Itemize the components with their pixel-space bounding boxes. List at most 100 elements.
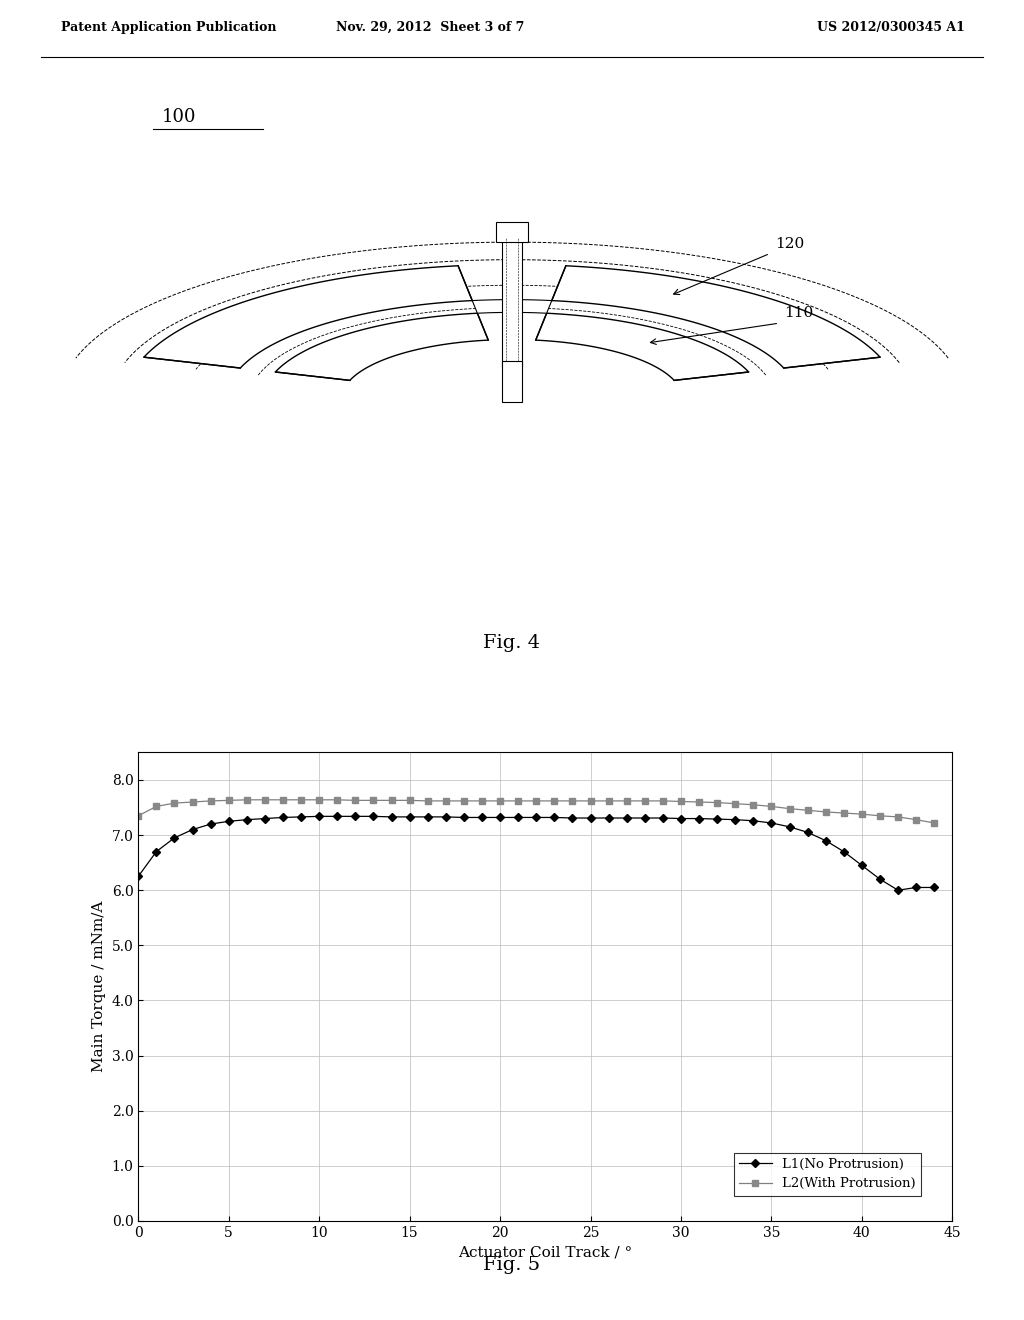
L1(No Protrusion) <box>168 830 180 846</box>
L1(No Protrusion) <box>656 810 669 826</box>
L1(No Protrusion) <box>910 879 923 895</box>
L1(No Protrusion) <box>276 809 289 825</box>
Polygon shape <box>275 313 488 380</box>
L2(With Protrusion) <box>385 792 397 808</box>
L2(With Protrusion) <box>693 795 706 810</box>
L2(With Protrusion) <box>819 804 831 820</box>
L1(No Protrusion) <box>476 809 488 825</box>
L1(No Protrusion) <box>765 814 777 830</box>
Text: US 2012/0300345 A1: US 2012/0300345 A1 <box>817 21 965 34</box>
Polygon shape <box>552 265 880 368</box>
L1(No Protrusion) <box>873 871 886 887</box>
L2(With Protrusion) <box>530 793 543 809</box>
L1(No Protrusion) <box>422 809 434 825</box>
Line: L2(With Protrusion): L2(With Protrusion) <box>135 797 937 826</box>
L1(No Protrusion) <box>530 809 543 825</box>
L1(No Protrusion) <box>892 882 904 898</box>
L1(No Protrusion) <box>313 808 326 824</box>
L2(With Protrusion) <box>276 792 289 808</box>
Text: Patent Application Publication: Patent Application Publication <box>61 21 276 34</box>
Bar <box>502 232 522 367</box>
L2(With Protrusion) <box>512 793 524 809</box>
L1(No Protrusion) <box>151 843 163 859</box>
L2(With Protrusion) <box>458 793 470 809</box>
Text: 110: 110 <box>784 306 813 321</box>
L1(No Protrusion) <box>838 843 850 859</box>
L1(No Protrusion) <box>368 808 380 824</box>
Bar <box>496 222 528 243</box>
L1(No Protrusion) <box>711 812 723 828</box>
L2(With Protrusion) <box>621 793 633 809</box>
L1(No Protrusion) <box>512 809 524 825</box>
L2(With Protrusion) <box>729 796 741 812</box>
L1(No Protrusion) <box>259 810 271 826</box>
L2(With Protrusion) <box>349 792 361 808</box>
L1(No Protrusion) <box>331 808 343 824</box>
L1(No Protrusion) <box>675 810 687 826</box>
L2(With Protrusion) <box>132 808 144 824</box>
L2(With Protrusion) <box>403 792 416 808</box>
L2(With Protrusion) <box>295 792 307 808</box>
L1(No Protrusion) <box>385 809 397 825</box>
L1(No Protrusion) <box>186 821 199 837</box>
Y-axis label: Main Torque / mNm/A: Main Torque / mNm/A <box>92 902 105 1072</box>
Text: 120: 120 <box>775 236 804 251</box>
L2(With Protrusion) <box>494 793 506 809</box>
L1(No Protrusion) <box>548 809 560 825</box>
L1(No Protrusion) <box>349 808 361 824</box>
L2(With Protrusion) <box>748 797 760 813</box>
L2(With Protrusion) <box>186 795 199 810</box>
L1(No Protrusion) <box>458 809 470 825</box>
L2(With Protrusion) <box>548 793 560 809</box>
Polygon shape <box>144 265 472 368</box>
L2(With Protrusion) <box>476 793 488 809</box>
L2(With Protrusion) <box>151 799 163 814</box>
L2(With Protrusion) <box>422 793 434 809</box>
L2(With Protrusion) <box>259 792 271 808</box>
Line: L1(No Protrusion): L1(No Protrusion) <box>135 813 937 894</box>
Text: Fig. 4: Fig. 4 <box>483 634 541 652</box>
L2(With Protrusion) <box>205 793 217 809</box>
L1(No Protrusion) <box>783 818 796 834</box>
L1(No Protrusion) <box>856 858 868 874</box>
L2(With Protrusion) <box>566 793 579 809</box>
L2(With Protrusion) <box>639 793 651 809</box>
L1(No Protrusion) <box>748 813 760 829</box>
L2(With Protrusion) <box>368 792 380 808</box>
L2(With Protrusion) <box>439 793 452 809</box>
L1(No Protrusion) <box>693 810 706 826</box>
L1(No Protrusion) <box>639 810 651 826</box>
L1(No Protrusion) <box>403 809 416 825</box>
L1(No Protrusion) <box>241 812 253 828</box>
L2(With Protrusion) <box>585 793 597 809</box>
L1(No Protrusion) <box>494 809 506 825</box>
L2(With Protrusion) <box>331 792 343 808</box>
L2(With Protrusion) <box>313 792 326 808</box>
X-axis label: Actuator Coil Track / °: Actuator Coil Track / ° <box>458 1245 633 1259</box>
Text: Nov. 29, 2012  Sheet 3 of 7: Nov. 29, 2012 Sheet 3 of 7 <box>336 21 524 34</box>
L1(No Protrusion) <box>729 812 741 828</box>
L1(No Protrusion) <box>585 810 597 826</box>
L1(No Protrusion) <box>928 879 940 895</box>
L1(No Protrusion) <box>602 810 614 826</box>
L1(No Protrusion) <box>439 809 452 825</box>
L2(With Protrusion) <box>656 793 669 809</box>
L2(With Protrusion) <box>892 809 904 825</box>
L1(No Protrusion) <box>566 810 579 826</box>
L2(With Protrusion) <box>783 801 796 817</box>
L1(No Protrusion) <box>819 833 831 849</box>
Text: Fig. 5: Fig. 5 <box>483 1255 541 1274</box>
L1(No Protrusion) <box>295 809 307 825</box>
L2(With Protrusion) <box>602 793 614 809</box>
L2(With Protrusion) <box>910 812 923 828</box>
L2(With Protrusion) <box>802 803 814 818</box>
L2(With Protrusion) <box>222 792 234 808</box>
Legend: L1(No Protrusion), L2(With Protrusion): L1(No Protrusion), L2(With Protrusion) <box>733 1152 922 1196</box>
L2(With Protrusion) <box>838 805 850 821</box>
L1(No Protrusion) <box>621 810 633 826</box>
L1(No Protrusion) <box>802 825 814 841</box>
L2(With Protrusion) <box>711 795 723 810</box>
L2(With Protrusion) <box>873 808 886 824</box>
L2(With Protrusion) <box>856 807 868 822</box>
L2(With Protrusion) <box>928 814 940 830</box>
